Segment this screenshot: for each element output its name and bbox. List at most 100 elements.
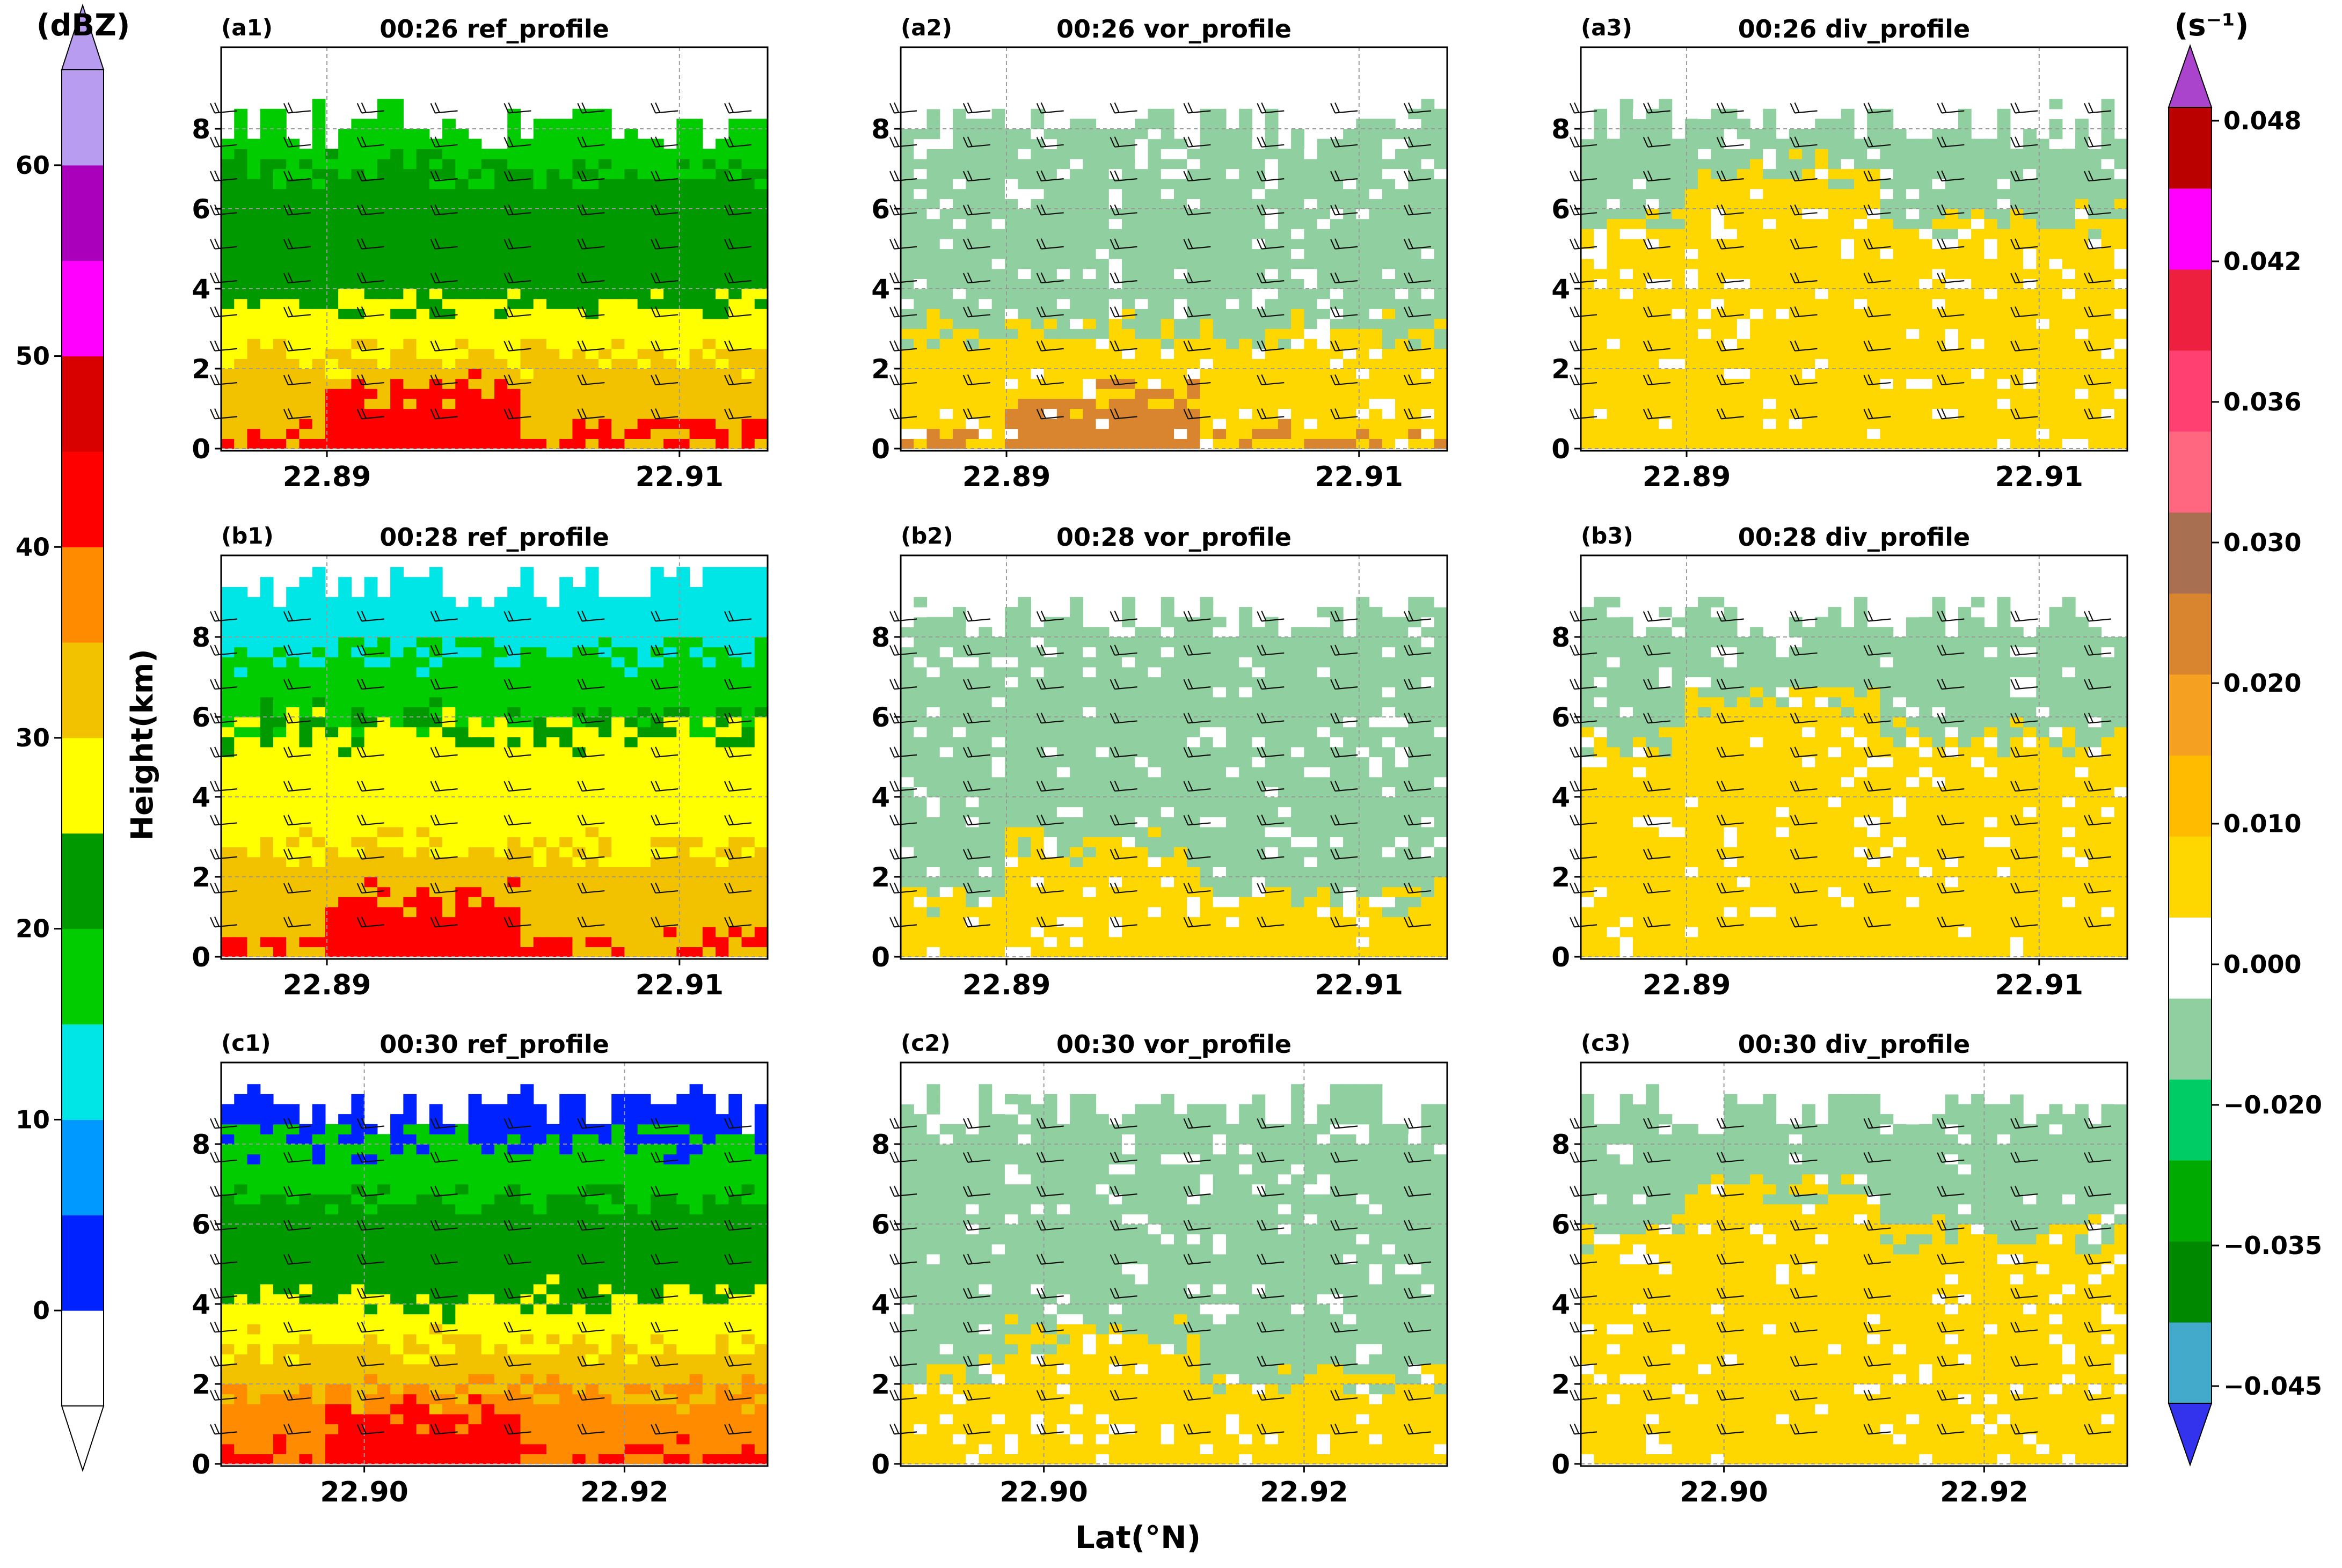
heatmap-cell (1343, 328, 1356, 339)
heatmap-cell (1161, 229, 1174, 239)
heatmap-cell (351, 797, 365, 808)
heatmap-cell (429, 149, 443, 159)
heatmap-cell (416, 279, 430, 289)
heatmap-cell (247, 917, 261, 927)
heatmap-cell (1737, 438, 1750, 449)
heatmap-cell (1698, 279, 1711, 289)
y-tick-label: 2 (871, 354, 890, 385)
x-tick-label: 22.89 (962, 461, 1050, 493)
heatmap-cell (1619, 309, 1633, 319)
heatmap-cell (351, 149, 365, 159)
heatmap-cell (1304, 328, 1318, 339)
heatmap-cell (247, 787, 261, 797)
heatmap-cell (390, 897, 404, 907)
heatmap-cell (1083, 309, 1097, 319)
heatmap-cell (299, 856, 313, 867)
heatmap-cell (2036, 179, 2050, 189)
heatmap-cell (1018, 438, 1031, 449)
heatmap-cell (991, 108, 1005, 119)
heatmap-cell (939, 378, 953, 389)
heatmap-cell (1997, 279, 2011, 289)
heatmap-cell (1984, 259, 1998, 269)
heatmap-cell (991, 119, 1005, 129)
heatmap-cell (1174, 229, 1187, 239)
heatmap-cell (1750, 188, 1763, 199)
heatmap-cell (1108, 188, 1122, 199)
heatmap-cell (221, 428, 235, 439)
heatmap-cell (1304, 279, 1318, 289)
heatmap-cell (1854, 279, 1867, 289)
heatmap-cell (979, 268, 993, 279)
heatmap-cell (351, 318, 365, 329)
heatmap-cell (1802, 328, 1815, 339)
heatmap-cell (377, 419, 391, 429)
heatmap-cell (1174, 348, 1187, 359)
heatmap-cell (1815, 398, 1829, 409)
heatmap-cell (1763, 138, 1777, 149)
heatmap-cell (1750, 218, 1763, 229)
heatmap-cell (1789, 218, 1803, 229)
heatmap-cell (1958, 339, 1972, 349)
heatmap-cell (1997, 119, 2011, 129)
heatmap-cell (364, 428, 378, 439)
heatmap-cell (2088, 248, 2102, 259)
heatmap-cell (2010, 438, 2024, 449)
heatmap-cell (1018, 238, 1031, 250)
heatmap-cell (1343, 268, 1356, 279)
heatmap-cell (585, 188, 599, 199)
heatmap-cell (1737, 229, 1750, 239)
heatmap-cell (1356, 298, 1370, 309)
heatmap-cell (390, 158, 404, 170)
heatmap-cell (559, 119, 573, 129)
heatmap-cell (1408, 119, 1422, 129)
heatmap-cell (1750, 358, 1763, 369)
heatmap-cell (338, 419, 352, 429)
heatmap-cell (286, 927, 300, 937)
y-tick-label: 6 (871, 194, 890, 225)
heatmap-cell (546, 428, 560, 439)
heatmap-cell (1945, 398, 1959, 409)
wind-segment (2169, 755, 2212, 837)
heatmap-cell (351, 378, 365, 389)
heatmap-cell (299, 757, 313, 767)
heatmap-cell (1841, 358, 1855, 369)
heatmap-cell (1369, 328, 1383, 339)
heatmap-cell (247, 776, 261, 787)
heatmap-cell (1317, 218, 1331, 229)
heatmap-cell (1594, 358, 1608, 369)
heatmap-cell (1200, 149, 1214, 159)
heatmap-cell (1659, 339, 1673, 349)
heatmap-cell (1395, 229, 1409, 239)
heatmap-cell (1763, 259, 1777, 269)
heatmap-cell (1252, 289, 1266, 299)
heatmap-cell (1291, 309, 1304, 319)
heatmap-cell (1408, 398, 1422, 409)
heatmap-cell (914, 179, 928, 189)
heatmap-cell (1581, 428, 1594, 439)
heatmap-cell (442, 369, 456, 379)
heatmap-cell (1395, 129, 1409, 140)
heatmap-cell (1018, 398, 1031, 409)
heatmap-cell (390, 886, 404, 897)
heatmap-cell (1044, 438, 1057, 449)
heatmap-cell (325, 188, 339, 199)
heatmap-cell (390, 289, 404, 299)
heatmap-cell (247, 677, 261, 687)
heatmap-cell (979, 428, 993, 439)
heatmap-cells (221, 99, 768, 449)
heatmap-cell (901, 259, 914, 269)
heatmap-cell (2114, 378, 2128, 389)
heatmap-cell (1434, 218, 1448, 229)
heatmap-cell (1108, 309, 1122, 319)
heatmap-cell (1619, 428, 1633, 439)
heatmap-cell (1330, 358, 1344, 369)
heatmap-cell (650, 328, 664, 339)
heatmap-cell (1174, 438, 1187, 449)
heatmap-cell (390, 358, 404, 369)
wind-tick-label: 0.048 (2223, 106, 2302, 135)
heatmap-cell (1893, 158, 1907, 170)
heatmap-cell (260, 897, 274, 907)
heatmap-cell (2036, 289, 2050, 299)
heatmap-cell (546, 138, 560, 149)
heatmap-cell (966, 188, 980, 199)
